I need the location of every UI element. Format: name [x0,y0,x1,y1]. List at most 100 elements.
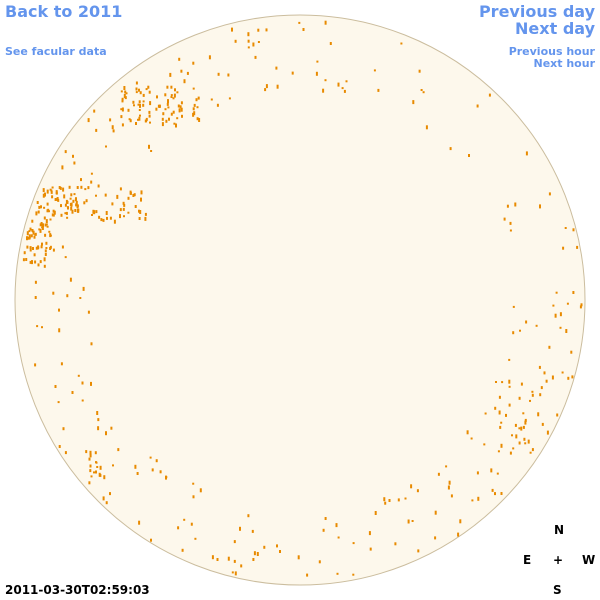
facula [524,420,527,425]
facula [36,325,39,328]
facula [397,498,400,502]
facula [538,365,541,369]
facula [111,125,114,130]
facula [74,209,77,212]
compass-east: E [523,553,532,567]
facula [324,79,327,82]
facula [497,450,500,453]
back-link[interactable]: Back to 2011 [5,2,123,21]
next-day-link[interactable]: Next day [515,19,595,38]
facula [422,91,425,94]
facula [76,186,79,189]
facula [142,100,145,103]
facula [110,426,113,430]
facula [256,552,259,556]
facula [197,96,200,100]
facula [529,451,532,454]
facula [233,559,236,563]
next-hour-link[interactable]: Next hour [533,57,596,70]
compass-south: S [553,583,562,597]
facula [343,89,346,93]
facula [192,112,195,117]
facula [133,193,136,197]
facula [48,230,51,233]
facula [576,245,579,249]
facula [437,472,440,476]
facula [111,202,114,206]
facula [65,199,68,204]
facula [41,326,43,329]
facula [120,115,123,119]
facula [416,489,419,493]
facula [420,89,423,91]
facula [527,439,530,444]
facula [239,526,241,531]
facula [165,119,168,123]
facula [64,212,67,215]
facula [95,470,97,474]
facula [46,202,49,206]
facula [500,443,503,448]
facula [322,88,325,93]
facula [40,205,42,209]
facula [352,573,355,576]
facula [531,393,534,397]
facula [172,110,175,114]
facula [234,571,237,576]
facula [123,203,126,207]
facula [90,180,93,184]
facula [68,185,71,189]
facula [91,214,93,216]
facula [518,427,521,430]
facula [34,280,37,284]
facula [156,95,158,99]
facula [551,375,554,380]
facula [51,186,54,189]
facula [169,72,172,77]
facula [195,98,198,102]
facula [531,448,534,452]
facula [177,104,180,108]
facula [175,123,177,128]
facula [52,209,55,213]
facula [316,60,319,63]
facula [121,123,124,127]
facula [276,544,278,548]
facula [529,399,531,402]
previous-hour-link[interactable]: Previous hour [508,45,595,58]
facula [34,260,37,264]
facula [44,192,46,197]
facula [508,358,511,361]
facula [374,511,377,515]
facula [121,97,124,101]
facula [135,81,138,85]
facula [159,470,162,474]
facula [49,218,52,221]
facula [177,526,180,530]
facula [55,191,58,195]
facula [368,531,371,536]
facula [275,66,278,70]
facula [561,371,564,374]
facula [44,223,47,227]
facula [166,85,169,89]
facula [127,211,130,214]
facula [112,129,115,133]
facula [95,194,97,197]
facula [192,482,195,485]
facula [518,396,521,400]
facula [173,93,176,98]
facula [88,457,91,461]
facula [40,245,43,249]
facula [324,20,327,25]
facula [514,423,517,427]
facular-link[interactable]: See facular data [5,45,107,58]
facula [554,313,557,318]
facula [26,236,28,241]
facula [477,496,480,501]
facula [122,207,125,211]
previous-day-link[interactable]: Previous day [478,2,595,21]
facula [180,107,183,112]
facula [279,550,281,553]
facula [541,422,544,426]
